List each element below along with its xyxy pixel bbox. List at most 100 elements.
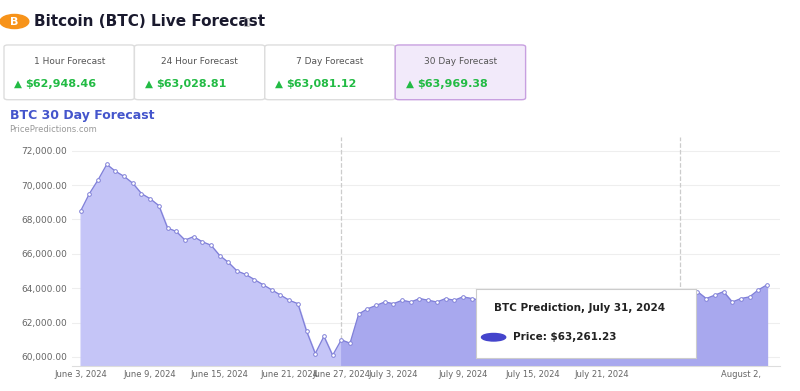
- Point: [578, 295, 591, 301]
- Point: [743, 294, 756, 300]
- Point: [248, 276, 261, 283]
- Point: [335, 337, 348, 343]
- Point: [430, 299, 443, 305]
- Point: [170, 228, 182, 235]
- Point: [543, 290, 556, 296]
- Point: [709, 292, 722, 298]
- Point: [534, 294, 547, 300]
- Point: [674, 294, 686, 300]
- Point: [491, 295, 504, 301]
- Point: [100, 161, 113, 167]
- Point: [239, 271, 252, 278]
- Point: [387, 301, 400, 307]
- Point: [135, 190, 148, 197]
- FancyBboxPatch shape: [134, 45, 265, 100]
- Point: [370, 302, 382, 308]
- Point: [656, 292, 669, 298]
- Text: $62,948.46: $62,948.46: [26, 79, 97, 88]
- Point: [222, 259, 234, 265]
- Point: [518, 295, 530, 301]
- Text: $63,081.12: $63,081.12: [286, 79, 357, 88]
- Point: [561, 294, 574, 300]
- Text: BTC Prediction, July 31, 2024: BTC Prediction, July 31, 2024: [494, 303, 665, 314]
- Point: [717, 289, 730, 295]
- Point: [413, 295, 426, 301]
- Text: 1 Hour Forecast: 1 Hour Forecast: [34, 57, 105, 66]
- Text: ▲: ▲: [406, 79, 414, 88]
- Text: Price: $63,261.23: Price: $63,261.23: [514, 332, 617, 342]
- Point: [109, 168, 122, 174]
- Point: [178, 237, 191, 243]
- Point: [282, 297, 295, 303]
- Point: [378, 299, 391, 305]
- Point: [274, 292, 287, 298]
- Point: [604, 294, 617, 300]
- Point: [214, 252, 226, 258]
- Text: ▲: ▲: [14, 79, 22, 88]
- FancyBboxPatch shape: [4, 45, 134, 100]
- FancyBboxPatch shape: [395, 45, 526, 100]
- Point: [318, 333, 330, 339]
- Text: ⓘ: ⓘ: [244, 16, 250, 27]
- Text: 30 Day Forecast: 30 Day Forecast: [424, 57, 497, 66]
- Point: [630, 290, 643, 296]
- Point: [83, 190, 96, 197]
- Point: [205, 242, 218, 248]
- Text: $63,969.38: $63,969.38: [417, 79, 487, 88]
- Text: ▲: ▲: [275, 79, 283, 88]
- Text: B: B: [10, 16, 18, 27]
- Point: [726, 299, 738, 305]
- Point: [466, 295, 478, 301]
- Point: [691, 289, 704, 295]
- Point: [309, 350, 322, 357]
- Text: ▲: ▲: [145, 79, 153, 88]
- Point: [396, 297, 409, 303]
- Point: [144, 196, 157, 202]
- Point: [682, 292, 695, 298]
- Point: [352, 311, 365, 317]
- Circle shape: [482, 334, 506, 341]
- Point: [639, 299, 652, 305]
- Point: [92, 177, 105, 183]
- Text: BTC 30 Day Forecast: BTC 30 Day Forecast: [10, 109, 154, 122]
- Point: [570, 297, 582, 303]
- Text: Bitcoin (BTC) Live Forecast: Bitcoin (BTC) Live Forecast: [34, 14, 265, 29]
- Point: [500, 297, 513, 303]
- Point: [300, 328, 313, 334]
- Point: [126, 180, 139, 187]
- Point: [622, 292, 634, 298]
- Point: [552, 295, 565, 301]
- Point: [230, 268, 243, 274]
- Text: PricePredictions.com: PricePredictions.com: [10, 124, 98, 134]
- Point: [361, 306, 374, 312]
- Point: [457, 294, 470, 300]
- Point: [474, 297, 486, 303]
- Point: [404, 299, 417, 305]
- Point: [482, 299, 495, 305]
- Point: [509, 294, 522, 300]
- FancyBboxPatch shape: [265, 45, 395, 100]
- Point: [266, 287, 278, 293]
- Point: [343, 340, 356, 346]
- Point: [448, 297, 461, 303]
- Text: $63,028.81: $63,028.81: [156, 79, 226, 88]
- Point: [74, 208, 87, 214]
- Point: [734, 295, 747, 301]
- Point: [700, 295, 713, 301]
- Text: 7 Day Forecast: 7 Day Forecast: [296, 57, 364, 66]
- Point: [257, 282, 270, 288]
- Point: [761, 282, 774, 288]
- Text: 24 Hour Forecast: 24 Hour Forecast: [161, 57, 238, 66]
- Point: [526, 292, 539, 298]
- Point: [439, 295, 452, 301]
- Point: [196, 239, 209, 245]
- Point: [422, 297, 434, 303]
- Circle shape: [0, 14, 29, 29]
- Point: [648, 295, 661, 301]
- Point: [161, 225, 174, 231]
- Point: [187, 233, 200, 240]
- Point: [291, 301, 304, 307]
- Point: [153, 203, 166, 209]
- Point: [595, 295, 608, 301]
- Point: [118, 173, 130, 179]
